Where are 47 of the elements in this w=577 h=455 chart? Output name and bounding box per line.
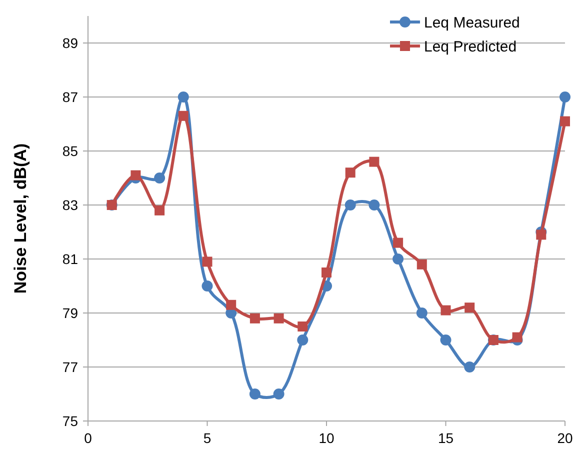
x-tick-label: 5 xyxy=(203,430,212,446)
point xyxy=(416,259,427,270)
point xyxy=(178,92,189,102)
point xyxy=(464,362,476,372)
point xyxy=(250,313,260,324)
y-tick-label: 89 xyxy=(62,34,78,51)
point xyxy=(345,168,356,178)
point xyxy=(298,322,308,332)
point xyxy=(202,256,212,267)
point xyxy=(274,313,284,324)
point xyxy=(297,334,308,346)
y-tick-label: 83 xyxy=(62,196,78,213)
y-tick-label: 81 xyxy=(62,250,78,267)
point xyxy=(512,332,522,342)
y-tick-label: 75 xyxy=(62,412,78,429)
point xyxy=(560,92,570,102)
point xyxy=(416,308,428,318)
point xyxy=(368,200,380,210)
point xyxy=(392,254,404,264)
x-tick-label: 15 xyxy=(438,430,454,446)
point xyxy=(226,300,236,310)
legend-label: Leq Predicted xyxy=(424,38,517,56)
y-tick-label: 77 xyxy=(62,358,78,375)
point xyxy=(202,280,213,292)
point xyxy=(154,172,166,184)
point xyxy=(249,388,260,400)
y-axis-title: Noise Level, dB(A) xyxy=(11,143,30,294)
x-tick-label: 20 xyxy=(557,430,573,446)
point xyxy=(440,334,452,346)
point xyxy=(464,302,475,313)
point xyxy=(344,200,356,210)
legend-label: Leq Measured xyxy=(424,14,520,32)
point xyxy=(273,388,284,400)
point xyxy=(536,230,546,240)
point xyxy=(178,110,188,121)
point xyxy=(154,205,165,216)
point xyxy=(393,238,404,248)
x-tick-label: 10 xyxy=(318,430,334,446)
point xyxy=(560,116,570,126)
x-tick-label: 0 xyxy=(84,430,92,446)
y-tick-label: 79 xyxy=(62,304,78,321)
y-tick-label: 87 xyxy=(62,88,78,105)
point xyxy=(369,156,380,167)
point xyxy=(130,170,141,180)
y-tick-label: 85 xyxy=(62,142,78,159)
point xyxy=(322,268,332,278)
point xyxy=(440,305,451,316)
